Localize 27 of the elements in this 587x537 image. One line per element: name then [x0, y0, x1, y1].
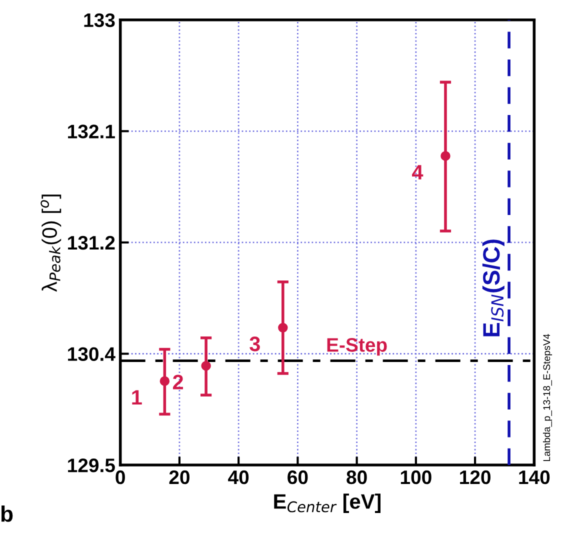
annotation: 3 [250, 336, 260, 352]
x-tick-label: 20 [169, 470, 190, 484]
text: b [1, 506, 13, 522]
x-tick-label: 100 [400, 470, 432, 484]
x-tick-label: 80 [346, 470, 367, 484]
annotation: 1 [132, 390, 142, 405]
y-tick-label: 131.2 [68, 236, 115, 250]
text: Lambda_p_13-18_E-StepsV4 [542, 334, 552, 462]
x-tick-label: 140 [519, 470, 550, 484]
y-tick-label: 130.4 [68, 347, 116, 362]
x-tick-label: 120 [460, 470, 490, 484]
x-axis-title: E$_{Center}$ [eV] [274, 494, 380, 514]
y-tick-label: 132.1 [68, 124, 115, 138]
point [278, 322, 288, 333]
annotation: 2 [172, 374, 183, 390]
ref-line-label: E$_{ISN}$(S/C) [482, 240, 504, 336]
x-tick-label: 60 [288, 470, 308, 484]
point [201, 360, 211, 371]
point [160, 376, 170, 386]
y-tick-label: 129.5 [68, 458, 115, 472]
x-tick-label: 40 [228, 470, 249, 484]
ref-line-label: E-Step [327, 338, 387, 356]
annotation: 4 [412, 165, 424, 180]
point [440, 151, 450, 161]
y-axis-title: λ$_{Peak}$(0) [$^{o}$] [40, 194, 62, 292]
y-tick-label: 133 [84, 13, 115, 28]
x-tick-label: 0 [116, 470, 125, 484]
